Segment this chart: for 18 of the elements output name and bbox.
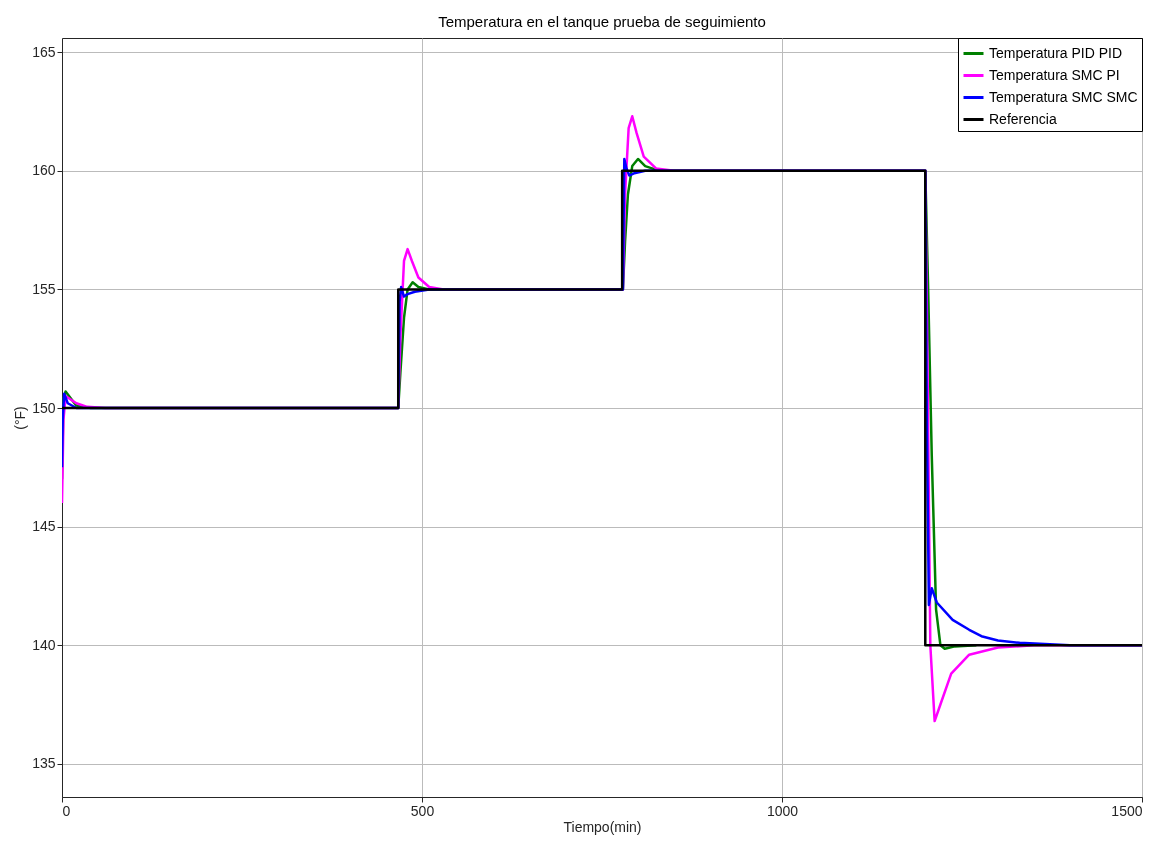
legend-label: Temperatura PID PID: [989, 44, 1123, 61]
x-tick-label: 500: [410, 802, 435, 819]
y-tick-label: 140: [32, 636, 56, 653]
y-axis-title: (°F): [12, 406, 29, 430]
legend-label: Temperatura SMC SMC: [989, 88, 1138, 105]
x-axis-title: Tiempo(min): [563, 818, 642, 835]
chart-title: Temperatura en el tanque prueba de seguimiento: [438, 12, 766, 30]
y-tick-label: 165: [32, 43, 56, 60]
y-tick-label: 155: [32, 280, 56, 297]
x-tick-label: 1000: [766, 802, 799, 819]
legend-label: Referencia: [989, 110, 1057, 127]
y-tick-label: 145: [32, 518, 56, 535]
y-tick-label: 150: [32, 399, 56, 416]
x-tick-label: 0: [62, 802, 71, 819]
legend-label: Temperatura SMC PI: [989, 66, 1120, 83]
y-tick-label: 135: [32, 755, 56, 772]
y-tick-label: 160: [32, 162, 56, 179]
x-tick-label: 1500: [1111, 802, 1143, 819]
